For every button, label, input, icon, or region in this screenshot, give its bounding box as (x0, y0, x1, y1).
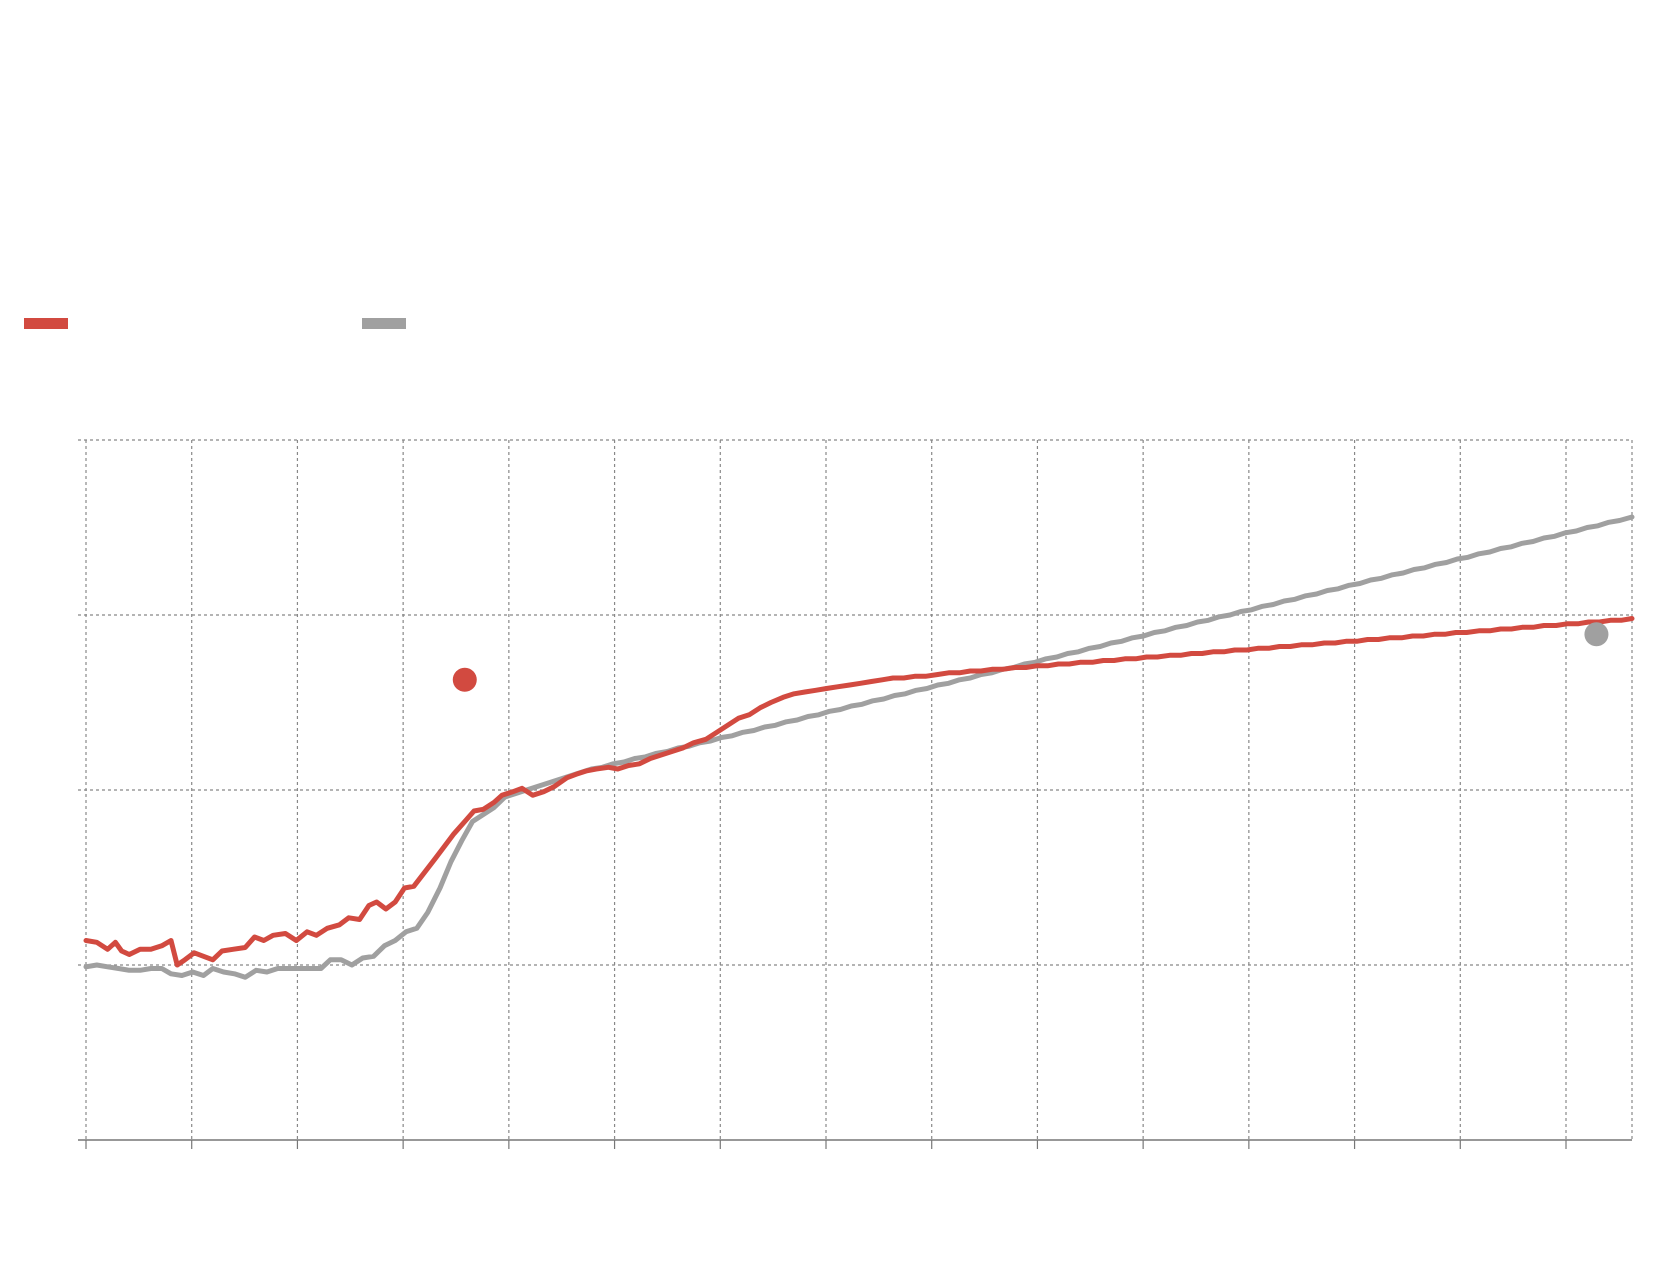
series-layer (83, 514, 1635, 980)
legend (24, 318, 406, 329)
legend-swatch-series-b (362, 318, 406, 329)
grid (78, 439, 1633, 1140)
series-line-b (83, 514, 1635, 980)
x-axis (78, 1139, 1632, 1149)
series-peak-marker-a (452, 667, 477, 692)
series-line-a (83, 616, 1635, 968)
series-peak-marker-b (1584, 622, 1609, 647)
legend-swatch-series-a (24, 318, 68, 329)
